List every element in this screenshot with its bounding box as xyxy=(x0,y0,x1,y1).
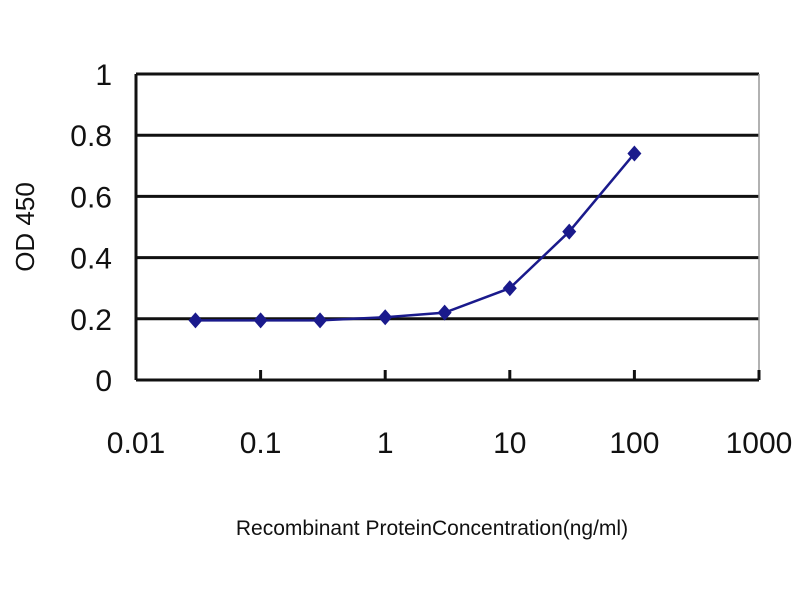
y-tick-label: 0.2 xyxy=(70,304,112,337)
x-tick-label: 10 xyxy=(493,427,526,460)
gridlines xyxy=(136,72,759,321)
x-axis-label: Recombinant ProteinConcentration(ng/ml) xyxy=(236,517,628,540)
y-tick-label: 0.8 xyxy=(70,120,112,153)
data-point xyxy=(313,312,328,329)
series xyxy=(188,145,642,329)
y-tick-label: 0.6 xyxy=(70,181,112,214)
y-axis-label: OD 450 xyxy=(10,182,40,272)
x-tick-label: 0.01 xyxy=(107,427,165,460)
data-point xyxy=(562,223,577,240)
x-tick-label: 1000 xyxy=(726,427,793,460)
y-tick-label: 1 xyxy=(95,59,112,92)
data-point xyxy=(437,304,452,321)
series-line xyxy=(195,152,636,322)
data-point xyxy=(502,280,517,297)
y-tick-labels: 0 0.2 0.4 0.6 0.8 1 xyxy=(70,59,112,398)
x-tick-label: 1 xyxy=(377,427,394,460)
data-point xyxy=(253,312,268,329)
x-tick-label: 0.1 xyxy=(240,427,282,460)
y-tick-label: 0 xyxy=(95,365,112,398)
data-point xyxy=(627,145,642,162)
data-point xyxy=(378,309,393,326)
x-tick-labels: 0.01 0.1 1 10 100 1000 xyxy=(107,427,793,460)
data-point xyxy=(188,312,203,329)
x-tick-label: 100 xyxy=(609,427,659,460)
y-tick-label: 0.4 xyxy=(70,243,112,276)
axes xyxy=(134,74,761,382)
